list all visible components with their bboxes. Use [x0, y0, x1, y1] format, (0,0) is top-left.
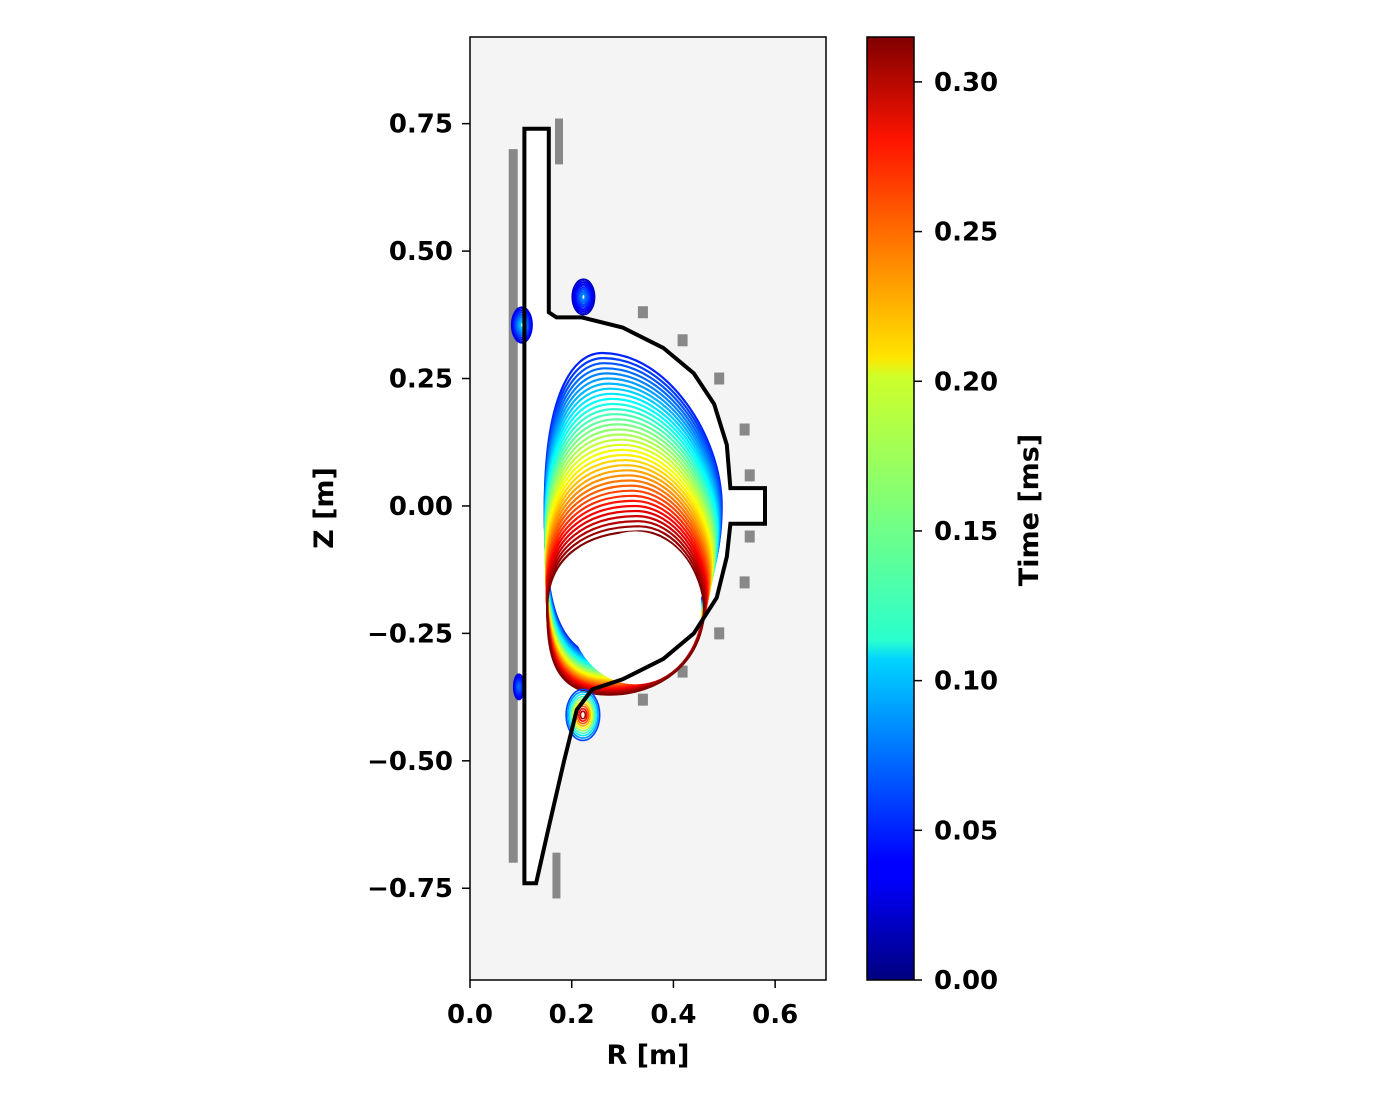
colorbar-ticks: 0.00 0.05 0.10 0.15 0.20 0.25 0.30 — [914, 68, 998, 996]
shaping-coil — [739, 576, 750, 589]
shaping-coil — [677, 334, 688, 347]
blob-contour — [515, 314, 529, 336]
plot-frame — [469, 36, 827, 981]
plasma-contour — [546, 530, 706, 696]
blob-contour — [576, 286, 591, 308]
colorbar-tick-label: 0.15 — [934, 517, 998, 547]
vessel-wall — [522, 126, 767, 886]
blob-contour — [580, 293, 586, 301]
blob-contour — [566, 691, 599, 739]
y-axis-ticks: 0.75 0.50 0.25 0.00 −0.25 −0.50 −0.75 — [367, 110, 470, 904]
blob-contour — [579, 291, 587, 303]
shaping-coil — [744, 469, 755, 482]
shaping-coil — [637, 306, 648, 319]
shaping-coil — [637, 693, 648, 706]
blob-contour — [514, 313, 529, 337]
plasma-hole — [569, 531, 702, 685]
shaping-coil — [714, 627, 725, 640]
shaping-coil — [677, 665, 688, 678]
y-tick-label: −0.25 — [367, 619, 453, 649]
shaping-coil — [744, 530, 755, 543]
colorbar-frame — [866, 36, 915, 981]
blob-contour — [577, 288, 590, 306]
y-tick-label: 0.75 — [389, 110, 453, 140]
blob-contour — [568, 693, 598, 737]
shaping-coil — [714, 372, 725, 385]
y-tick-label: −0.75 — [367, 874, 453, 904]
coils — [508, 118, 755, 899]
x-tick-label: 0.4 — [650, 1000, 696, 1030]
colorbar-tick-label: 0.05 — [934, 816, 998, 846]
blob-contour — [579, 710, 587, 720]
plot-area: 0.0 0.2 0.4 0.6 0.75 0.50 0.25 0.00 −0.25 −0.50 −… — [309, 36, 827, 1071]
x-tick-label: 0.2 — [549, 1000, 595, 1030]
colorbar-tick-label: 0.20 — [934, 367, 998, 397]
y-axis-label: Z [m] — [309, 467, 340, 549]
blob-contour — [572, 279, 595, 314]
x-axis-ticks: 0.0 0.2 0.4 0.6 — [447, 980, 798, 1030]
blob-contour — [517, 684, 521, 690]
blob-contour — [573, 281, 594, 313]
blob-contour — [578, 707, 588, 722]
blob-contour — [575, 285, 592, 309]
blob-contour — [511, 307, 532, 342]
colorbar-bar — [867, 37, 914, 980]
colorbar-tick-label: 0.10 — [934, 667, 998, 697]
x-axis-label: R [m] — [606, 1040, 689, 1071]
colorbar-tick-label: 0.00 — [934, 966, 998, 996]
blob-contour — [510, 306, 533, 344]
y-tick-label: 0.00 — [389, 492, 453, 522]
x-tick-label: 0.0 — [447, 1000, 493, 1030]
blob-contour — [513, 311, 530, 339]
y-tick-label: 0.25 — [389, 365, 453, 395]
blob-contour — [512, 309, 531, 341]
blob-contour — [570, 695, 596, 735]
colorbar: 0.00 0.05 0.10 0.15 0.20 0.25 0.30 Time [ms] — [866, 36, 1045, 996]
blob-contour — [578, 290, 589, 304]
y-tick-label: 0.50 — [389, 237, 453, 267]
colorbar-tick-label: 0.30 — [934, 68, 998, 98]
shaping-coil — [739, 423, 750, 436]
blob-contour — [571, 278, 596, 316]
x-tick-label: 0.6 — [752, 1000, 798, 1030]
plasma-contours — [543, 351, 723, 696]
y-tick-label: −0.50 — [367, 747, 453, 777]
colorbar-tick-label: 0.25 — [934, 218, 998, 248]
blob-contour — [565, 688, 601, 742]
blob-contour — [574, 283, 593, 311]
colorbar-label: Time [ms] — [1014, 434, 1045, 586]
